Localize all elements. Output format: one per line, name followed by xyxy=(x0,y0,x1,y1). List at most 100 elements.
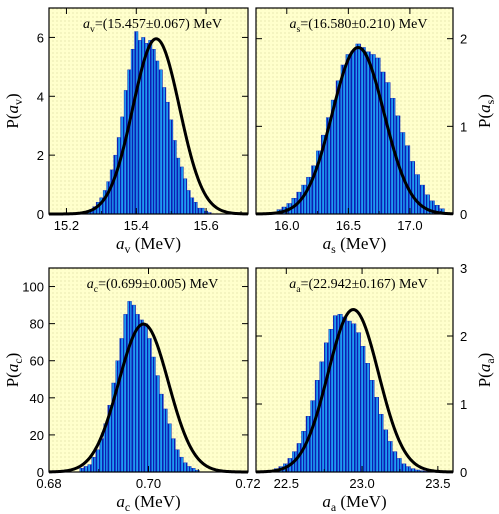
histogram-bar xyxy=(147,338,152,473)
y-tick-label: 0 xyxy=(460,207,467,222)
histogram-bar xyxy=(364,363,370,473)
histogram-bar xyxy=(409,161,416,215)
y-tick-label: 6 xyxy=(37,30,44,45)
histogram-bar xyxy=(374,397,379,473)
histogram-bar xyxy=(162,87,167,215)
x-tick-label: 0.72 xyxy=(235,476,260,491)
histogram-bar xyxy=(405,466,411,473)
histogram-bar xyxy=(346,320,352,473)
y-tick-label: 3 xyxy=(460,261,467,276)
gaussian-fit-curve xyxy=(48,322,249,474)
histogram-bar xyxy=(190,197,195,215)
histogram-bar xyxy=(342,316,348,473)
histogram-bar xyxy=(91,456,96,473)
histogram-bar xyxy=(169,119,174,215)
histogram-bar xyxy=(123,90,128,215)
y-tick-label: 0 xyxy=(37,465,44,480)
fit-annotation: as=(16.580±0.210) MeV xyxy=(289,17,427,35)
histogram-bar xyxy=(310,400,316,473)
histogram-bar xyxy=(83,466,89,473)
histogram-bar xyxy=(345,54,352,215)
histogram-bar xyxy=(396,458,402,473)
x-tick-label: 16.5 xyxy=(336,218,361,233)
histogram-bar xyxy=(383,429,389,473)
plot-frame xyxy=(255,267,454,473)
histogram-bar xyxy=(155,375,160,473)
fit-annotation: av=(15.457±0.067) MeV xyxy=(83,17,222,35)
y-tick-label: 100 xyxy=(22,280,44,295)
panel-bottom-left: 0.68 0.70 0.72 0 20 40 60 80 100 ac=(0.699±0.005)… xyxy=(3,267,261,514)
gaussian-fit-curve xyxy=(255,308,454,474)
histogram-bar xyxy=(355,43,361,215)
histogram-bar xyxy=(167,423,172,473)
histogram-bar xyxy=(340,64,347,215)
histogram-bar xyxy=(414,174,420,215)
histogram-bar xyxy=(176,157,181,215)
x-tick-label: 23.0 xyxy=(349,476,374,491)
y-axis-title: P(av) xyxy=(3,93,25,128)
histogram-bar xyxy=(319,361,325,473)
y-tick-label: 4 xyxy=(37,89,44,104)
x-axis-title: av (MeV) xyxy=(116,234,181,256)
histogram-bar xyxy=(163,408,168,473)
histogram-bar xyxy=(119,338,124,473)
gaussian-fit-curve xyxy=(48,37,249,216)
histogram-bar xyxy=(113,154,118,215)
histogram-bar xyxy=(116,137,121,215)
x-tick-label: 16.0 xyxy=(274,218,299,233)
x-axis-title: as (MeV) xyxy=(323,234,387,256)
histogram-bar xyxy=(123,314,128,473)
x-tick-label: 17.0 xyxy=(397,218,422,233)
panel-bottom-right: 22.5 23.0 23.5 0 1 2 3 aa=(22.942±0.167) MeV aa … xyxy=(255,261,497,514)
histogram-bar xyxy=(158,69,163,215)
histogram-bar xyxy=(179,166,184,215)
x-tick-label: 15.2 xyxy=(54,218,79,233)
histogram-bar xyxy=(159,393,164,473)
y-tick-label: 2 xyxy=(460,32,467,47)
histogram-bar xyxy=(175,449,180,473)
y-tick-label: 2 xyxy=(37,148,44,163)
histogram-bar xyxy=(183,462,188,473)
panel-top-left: 15.2 15.4 15.6 0 2 4 6 av=(15.457±0.067) MeV av … xyxy=(3,7,249,256)
y-tick-label: 2 xyxy=(460,329,467,344)
histogram-bar xyxy=(385,82,391,215)
histogram-bar xyxy=(143,323,148,473)
histogram-bar xyxy=(151,49,156,215)
histogram-bar xyxy=(355,332,361,473)
histogram-bar xyxy=(378,414,384,473)
y-tick-label: 20 xyxy=(30,428,44,443)
histogram-bar xyxy=(197,207,202,215)
y-tick-label: 0 xyxy=(37,207,44,222)
histogram-bar xyxy=(135,314,140,473)
histogram-bar xyxy=(148,40,153,215)
histogram-bar xyxy=(360,47,366,215)
histogram-bar xyxy=(120,116,125,215)
histogram-bar xyxy=(314,380,320,473)
fit-annotation: aa=(22.942±0.167) MeV xyxy=(289,277,428,295)
histogram-bar xyxy=(401,463,407,473)
histogram-bar xyxy=(369,380,375,473)
plot-frame xyxy=(48,7,249,215)
y-tick-label: 60 xyxy=(30,354,44,369)
histogram-bar xyxy=(360,346,366,473)
histogram-bar xyxy=(193,202,198,215)
x-tick-label: 0.68 xyxy=(36,476,61,491)
y-tick-label: 40 xyxy=(30,391,44,406)
histogram-bar xyxy=(127,69,132,215)
x-tick-label: 15.6 xyxy=(193,218,218,233)
histogram-bar xyxy=(155,60,160,215)
histogram-bar xyxy=(350,50,356,215)
plot-frame xyxy=(255,7,454,215)
histogram-bar xyxy=(130,49,135,215)
x-tick-label: 22.5 xyxy=(274,476,299,491)
histogram-bar xyxy=(186,190,191,215)
histogram-bar xyxy=(183,178,188,215)
y-tick-label: 1 xyxy=(460,397,467,412)
y-axis-title: P(as) xyxy=(475,94,497,128)
histogram-bar xyxy=(144,43,149,215)
histogram-bar xyxy=(365,51,371,215)
histogram-bar xyxy=(380,71,386,215)
histogram-bar xyxy=(323,342,329,473)
histogram-bar xyxy=(127,301,132,473)
